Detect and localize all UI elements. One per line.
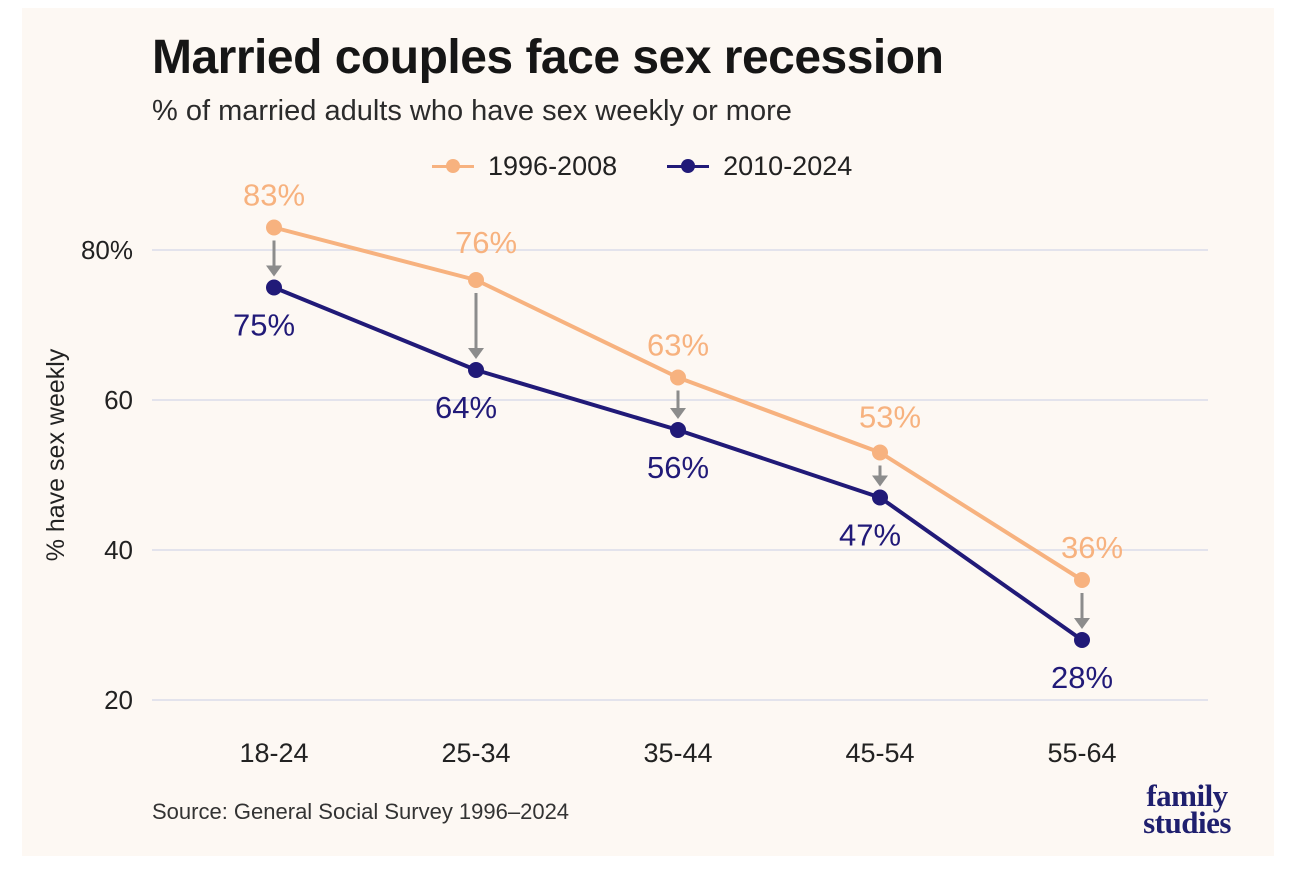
data-point-1996-2008-35-44 — [670, 369, 686, 386]
change-arrow-head-35-44 — [670, 408, 686, 419]
x-tick-label-45-54: 45-54 — [845, 738, 914, 768]
legend-marker-early — [432, 159, 474, 173]
chart-card — [22, 8, 1274, 856]
change-arrow-head-18-24 — [266, 265, 282, 277]
x-tick-label-35-44: 35-44 — [643, 738, 712, 768]
y-tick-label-60: 60 — [104, 385, 133, 415]
legend: 1996-2008 2010-2024 — [432, 148, 852, 184]
data-point-1996-2008-18-24 — [266, 219, 282, 236]
data-label-2010-2024-18-24: 75% — [233, 308, 295, 343]
data-label-1996-2008-55-64: 36% — [1061, 530, 1123, 565]
y-axis-label: % have sex weekly — [42, 348, 70, 561]
chart-subtitle: % of married adults who have sex weekly … — [152, 95, 792, 127]
data-label-2010-2024-45-54: 47% — [839, 518, 901, 553]
data-label-1996-2008-45-54: 53% — [859, 400, 921, 435]
change-arrow-head-45-54 — [872, 475, 888, 487]
x-tick-label-25-34: 25-34 — [441, 738, 510, 768]
data-label-2010-2024-35-44: 56% — [647, 450, 709, 485]
data-point-2010-2024-35-44 — [670, 422, 686, 438]
data-point-1996-2008-25-34 — [468, 272, 484, 288]
source-note: Source: General Social Survey 1996–2024 — [152, 799, 570, 824]
change-arrow-25-34 — [468, 293, 484, 359]
logo-line-family: family — [1146, 778, 1228, 813]
legend-label-late: 2010-2024 — [723, 150, 853, 181]
chart-title: Married couples face sex recession — [152, 31, 944, 84]
legend-label-early: 1996-2008 — [488, 150, 618, 181]
change-arrow-35-44 — [670, 390, 686, 419]
change-arrow-55-64 — [1074, 593, 1090, 629]
logo-line-studies: studies — [1143, 805, 1231, 840]
data-label-1996-2008-18-24: 83% — [243, 178, 305, 213]
change-arrow-45-54 — [872, 465, 888, 487]
legend-item-early: 1996-2008 — [432, 151, 617, 182]
x-tick-label-55-64: 55-64 — [1047, 738, 1116, 768]
data-point-1996-2008-45-54 — [872, 444, 888, 461]
data-point-2010-2024-18-24 — [266, 279, 282, 296]
data-label-1996-2008-35-44: 63% — [647, 328, 709, 363]
change-arrow-18-24 — [266, 240, 282, 277]
data-point-2010-2024-45-54 — [872, 489, 888, 506]
data-point-2010-2024-25-34 — [468, 362, 484, 378]
legend-item-late: 2010-2024 — [667, 151, 852, 182]
y-tick-label-80: 80% — [81, 235, 133, 265]
data-label-1996-2008-25-34: 76% — [455, 225, 517, 260]
change-arrow-head-55-64 — [1074, 618, 1090, 629]
legend-marker-late — [667, 159, 710, 173]
data-label-2010-2024-55-64: 28% — [1051, 660, 1113, 695]
change-arrow-head-25-34 — [468, 348, 484, 359]
family-studies-logo: family studies — [1120, 778, 1254, 840]
data-point-1996-2008-55-64 — [1074, 572, 1090, 588]
x-tick-label-18-24: 18-24 — [239, 738, 308, 768]
y-tick-label-40: 40 — [104, 535, 133, 565]
y-tick-label-20: 20 — [104, 685, 133, 715]
data-label-2010-2024-25-34: 64% — [435, 390, 497, 425]
data-point-2010-2024-55-64 — [1074, 632, 1090, 648]
